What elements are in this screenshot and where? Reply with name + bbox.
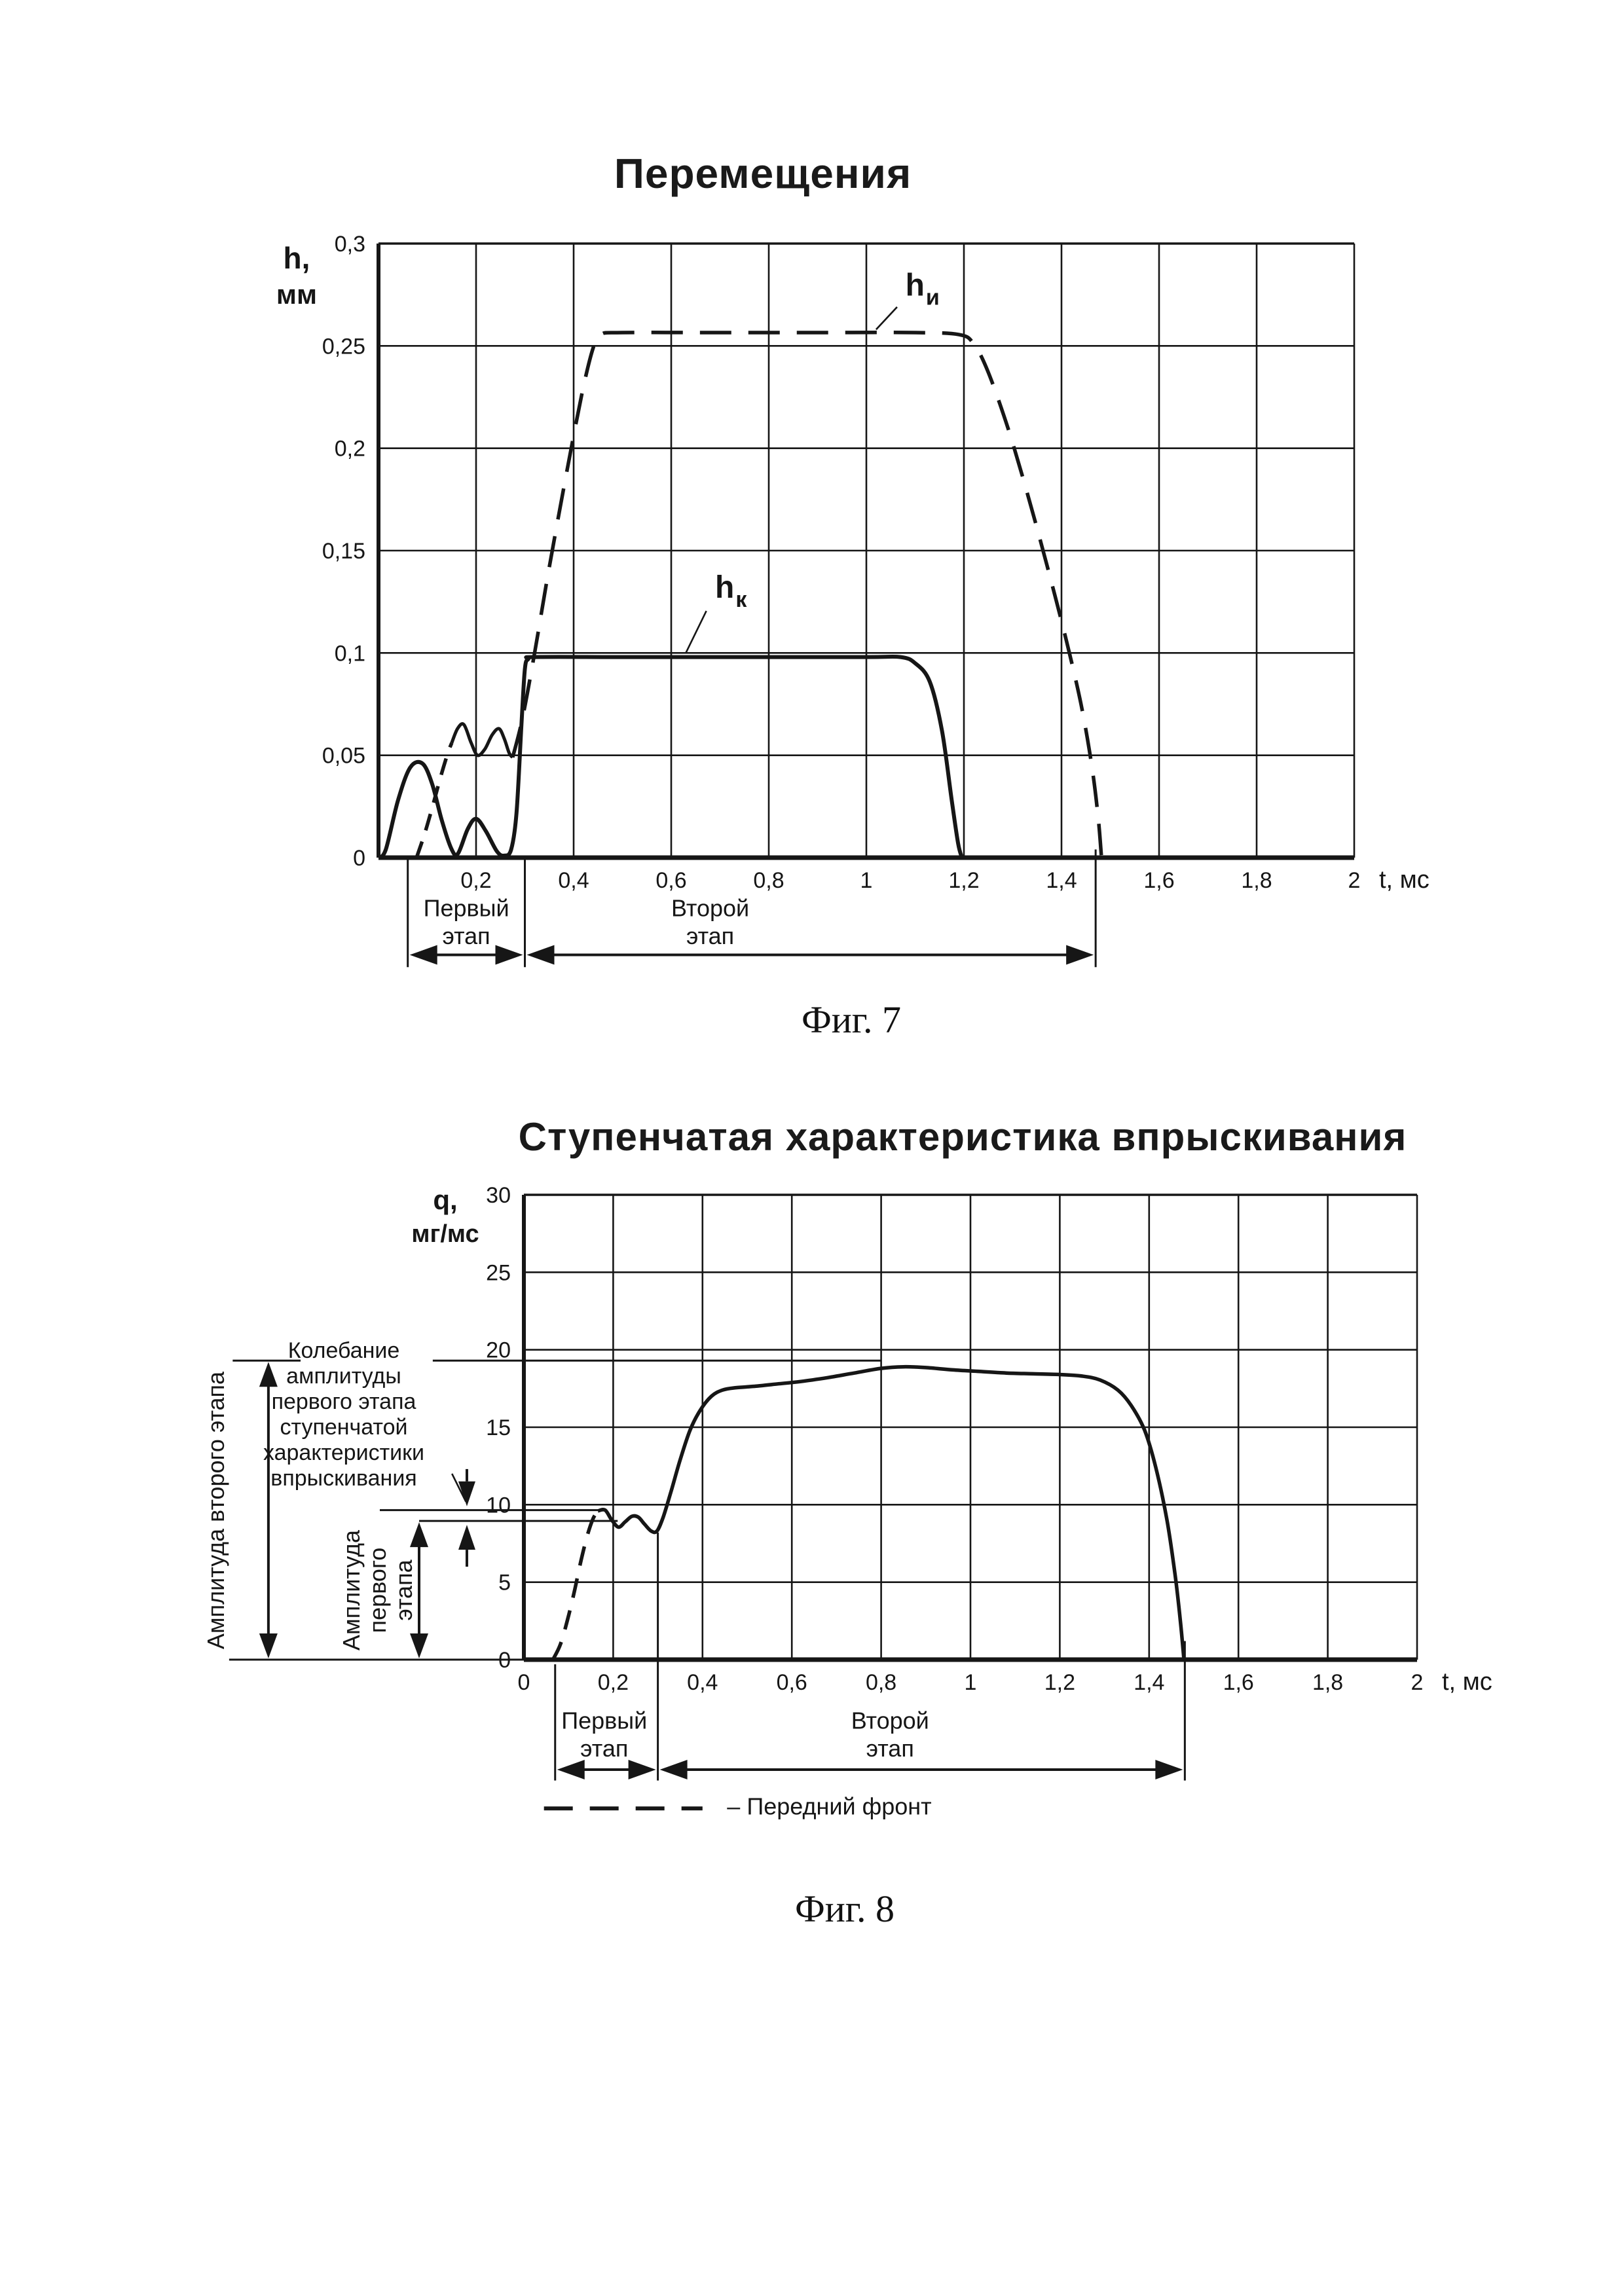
y-tick-label: 30: [486, 1183, 511, 1208]
x-tick-label: 0,8: [753, 868, 784, 893]
annotation-text: этап: [443, 922, 490, 949]
first-stage-amplitude-label: Амплитуда первого этапа: [338, 1492, 417, 1688]
fig8-plot: 00,20,40,60,811,21,41,61,82302520151050t…: [229, 1183, 1492, 1820]
oscillation-annotation-line: Колебание: [287, 1338, 400, 1363]
amplitude-arrow-head: [259, 1633, 278, 1658]
x-tick-label: 0,2: [598, 1670, 629, 1695]
y-tick-label: 5: [498, 1571, 511, 1595]
x-tick-label: 0,6: [655, 868, 686, 893]
first-stage-amplitude-line: этапа: [390, 1559, 417, 1621]
annotation-text: этап: [866, 1735, 914, 1762]
oscillation-annotation-line: впрыскивания: [270, 1466, 417, 1491]
x-tick-label: 1,8: [1312, 1670, 1343, 1695]
x-tick-label: 0: [518, 1670, 530, 1695]
series-h_i_needle: [511, 331, 1103, 858]
fig7-chart: 0,2 0,4 0,6 0,8 1 1,2 1,4 1,6 1,8 2 0,3 0,25 0,2 0,15…: [276, 232, 1430, 968]
y-tick-label: 0: [353, 846, 365, 871]
x-tick-label: 0,4: [558, 868, 589, 893]
stage-arrow-head: [1155, 1760, 1183, 1780]
annotation-text: Первый: [561, 1707, 647, 1734]
stage-arrow-head: [659, 1760, 688, 1780]
y-axis-unit-label: q,: [433, 1184, 457, 1215]
oscillation-annotation-line: ступенчатой: [280, 1415, 408, 1440]
y-tick-label: 10: [486, 1493, 511, 1518]
y-tick-label: 0,1: [335, 641, 365, 666]
oscillation-annotation-line: характеристики: [263, 1440, 425, 1465]
stage-arrow-head: [495, 945, 523, 965]
series-injection_rate: [597, 1364, 1186, 1660]
oscillation-annotation: Колебание амплитуды первого этапа ступен…: [196, 1338, 491, 1491]
annotation-text: Второй: [671, 895, 749, 922]
annotation-text: Первый: [424, 895, 509, 922]
band-arrow-head: [458, 1525, 475, 1550]
first-stage-amplitude-line: Амплитуда: [338, 1529, 365, 1651]
stage-arrow-head: [628, 1760, 656, 1780]
y-tick-label: 20: [486, 1338, 511, 1363]
fig8-chart: 00,20,40,60,811,21,41,61,82302520151050t…: [229, 1183, 1492, 1820]
y-tick-label: 25: [486, 1260, 511, 1285]
y-tick-label: 15: [486, 1415, 511, 1440]
y-tick-label: 0,15: [322, 539, 365, 564]
amplitude-arrow-head: [410, 1522, 429, 1548]
x-tick-label: 1,2: [1044, 1670, 1075, 1695]
leader-line: [685, 610, 707, 653]
fig7-plot: 0,2 0,4 0,6 0,8 1 1,2 1,4 1,6 1,8 2 0,3 0,25 0,2 0,15…: [276, 232, 1430, 968]
x-tick-label: 1,6: [1223, 1670, 1254, 1695]
x-tick-label: 1,4: [1134, 1670, 1164, 1695]
amplitude-arrow-head: [410, 1633, 429, 1658]
leader-line: [875, 306, 898, 331]
x-axis-unit-label: t, мс: [1379, 866, 1430, 894]
y-tick-label: 0,25: [322, 334, 365, 359]
annotation-text: Второй: [851, 1707, 929, 1734]
series-h_i_front: [415, 742, 454, 858]
y-tick-label: 0,05: [322, 744, 365, 769]
y-axis-unit-label: мм: [276, 279, 317, 310]
x-tick-label: 2: [1348, 868, 1361, 893]
y-axis-unit-label: мг/мс: [411, 1220, 479, 1248]
band-arrow-head: [458, 1481, 475, 1506]
x-tick-label: 2: [1411, 1670, 1424, 1695]
first-stage-amplitude-line: первого: [364, 1547, 391, 1633]
amplitude-arrow-head: [259, 1362, 278, 1387]
fig7-caption: Фиг. 7: [801, 998, 902, 1041]
series-h_k_valve: [377, 654, 964, 860]
stage-arrow-head: [1066, 945, 1094, 965]
annotation-text: этап: [580, 1735, 628, 1762]
series-h_i_oscillation: [450, 722, 514, 759]
fig7-chart-title: Перемещения: [614, 150, 912, 197]
fig8-caption: Фиг. 8: [794, 1887, 895, 1930]
x-tick-label: 1,2: [948, 868, 979, 893]
y-axis-unit-label: h,: [284, 241, 310, 275]
x-tick-label: 1,8: [1241, 868, 1272, 893]
stage-arrow-head: [557, 1760, 585, 1780]
x-tick-label: 0,6: [777, 1670, 807, 1695]
curve-label: hи: [906, 268, 940, 310]
x-tick-label: 1,6: [1143, 868, 1174, 893]
stage-arrow-head: [409, 945, 437, 965]
annotation-text: – Передний фронт: [727, 1793, 931, 1820]
x-tick-label: 0,8: [866, 1670, 896, 1695]
x-tick-label: 0,2: [460, 868, 491, 893]
x-tick-label: 1: [860, 868, 873, 893]
series-front_edge: [551, 1510, 600, 1661]
fig8-chart-title: Ступенчатая характеристика впрыскивания: [518, 1115, 1407, 1159]
leader-line: [451, 1473, 467, 1503]
annotation-text: этап: [686, 922, 734, 949]
y-tick-label: 0,2: [335, 437, 365, 462]
x-tick-label: 0,4: [687, 1670, 718, 1695]
stage-arrow-head: [526, 945, 555, 965]
oscillation-annotation-line: амплитуды: [286, 1364, 401, 1389]
oscillation-annotation-line: первого этапа: [271, 1389, 416, 1414]
second-stage-amplitude-label: Амплитуда второго этапа: [202, 1371, 229, 1650]
x-axis-unit-label: t, мс: [1442, 1668, 1492, 1696]
x-tick-label: 1,4: [1046, 868, 1077, 893]
x-tick-label: 1: [965, 1670, 977, 1695]
y-tick-label: 0,3: [335, 232, 365, 257]
curve-label: hк: [715, 570, 747, 612]
